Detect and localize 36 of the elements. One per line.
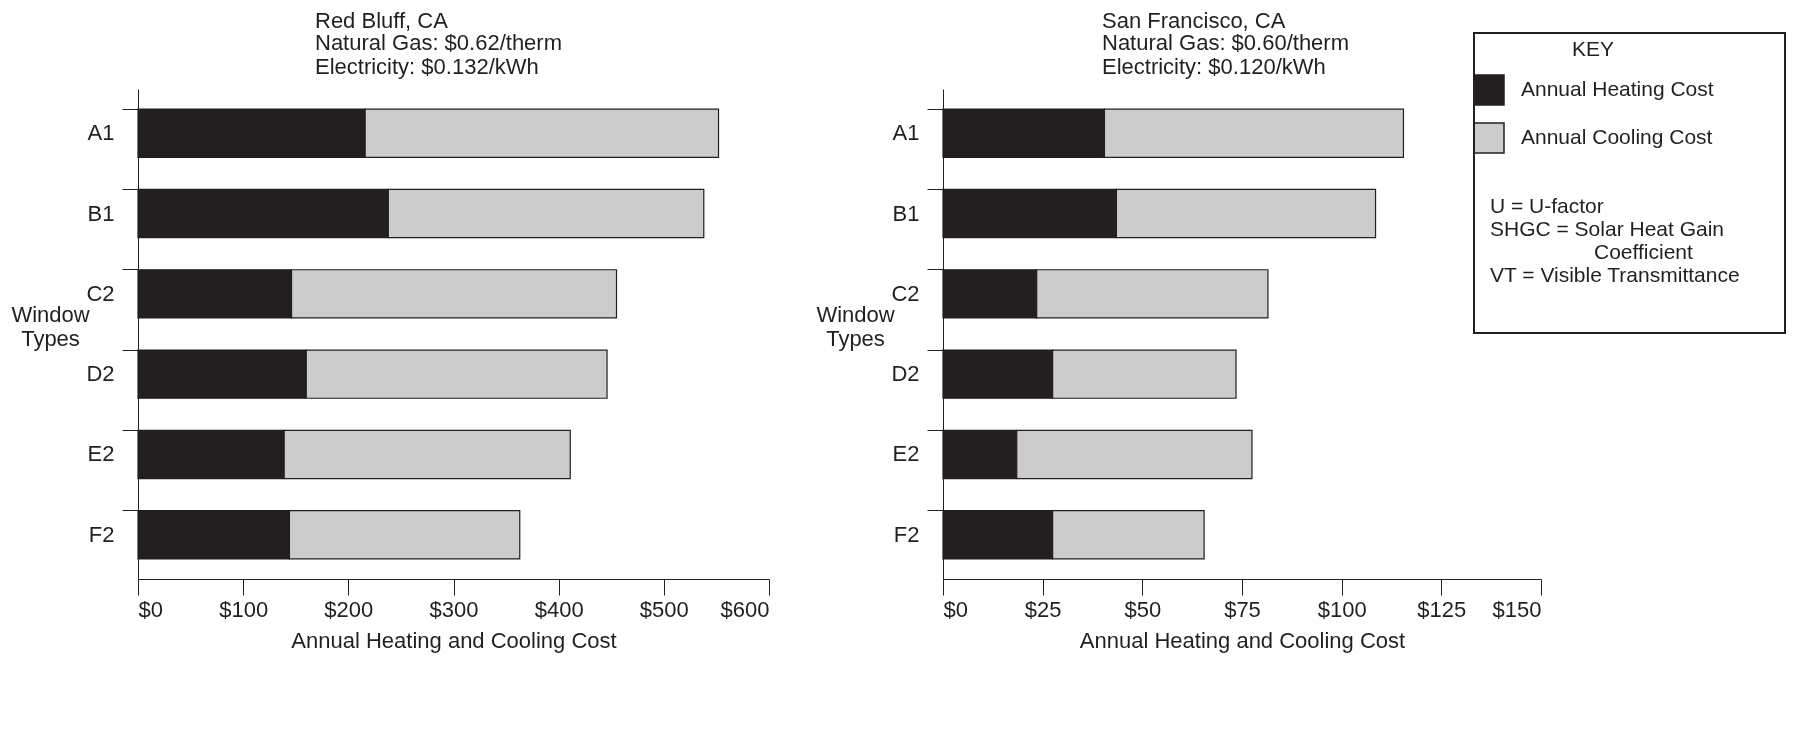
y-tick-label: E2 — [87, 441, 115, 467]
x-tick-label: $125 — [1417, 596, 1467, 622]
x-tick-label: $100 — [219, 596, 269, 622]
x-tick-label: $300 — [429, 596, 479, 622]
x-axis-title: Annual Heating and Cooling Cost — [1079, 627, 1406, 653]
chart-subtitle: Natural Gas: $0.60/therm Electricity: $0.120/kWh — [1102, 30, 1350, 79]
x-axis-title: Annual Heating and Cooling Cost — [291, 627, 617, 653]
y-tick-label: B1 — [892, 200, 920, 226]
annotation: U = U-factor — [1490, 194, 1605, 217]
chart-title: San Francisco, CA — [1102, 8, 1286, 33]
x-tick-label: $0 — [138, 596, 163, 622]
x-tick-label: $0 — [943, 596, 968, 622]
annotation: VT = Visible Transmittance — [1490, 263, 1741, 286]
x-tick-label: $75 — [1224, 596, 1261, 622]
y-tick-label: A1 — [892, 120, 920, 146]
legend-title: KEY — [1571, 37, 1615, 60]
y-tick-label: A1 — [87, 120, 115, 146]
annotation: SHGC = Solar Heat Gain Coefficient — [1490, 217, 1725, 263]
y-tick-label: F2 — [88, 521, 115, 547]
x-tick-label: $100 — [1317, 596, 1367, 622]
x-tick-label: $200 — [324, 596, 374, 622]
y-tick-label: D2 — [86, 361, 115, 387]
x-tick-label: $150 — [1492, 596, 1542, 622]
y-tick-label: D2 — [891, 361, 920, 387]
x-tick-label: $50 — [1124, 596, 1162, 622]
x-tick-label: $600 — [720, 596, 770, 622]
x-tick-label: $500 — [639, 596, 689, 622]
y-tick-label: F2 — [893, 521, 920, 547]
chart-title: Red Bluff, CA — [315, 8, 449, 33]
chart-subtitle: Natural Gas: $0.62/therm Electricity: $0.132/kWh — [315, 30, 563, 79]
x-tick-label: $25 — [1024, 596, 1062, 622]
y-tick-label: B1 — [87, 200, 115, 226]
x-tick-label: $400 — [534, 596, 584, 622]
legend-label: Annual Heating Cost — [1521, 77, 1714, 100]
y-tick-label: E2 — [892, 441, 920, 467]
legend-label: Annual Cooling Cost — [1521, 125, 1713, 148]
